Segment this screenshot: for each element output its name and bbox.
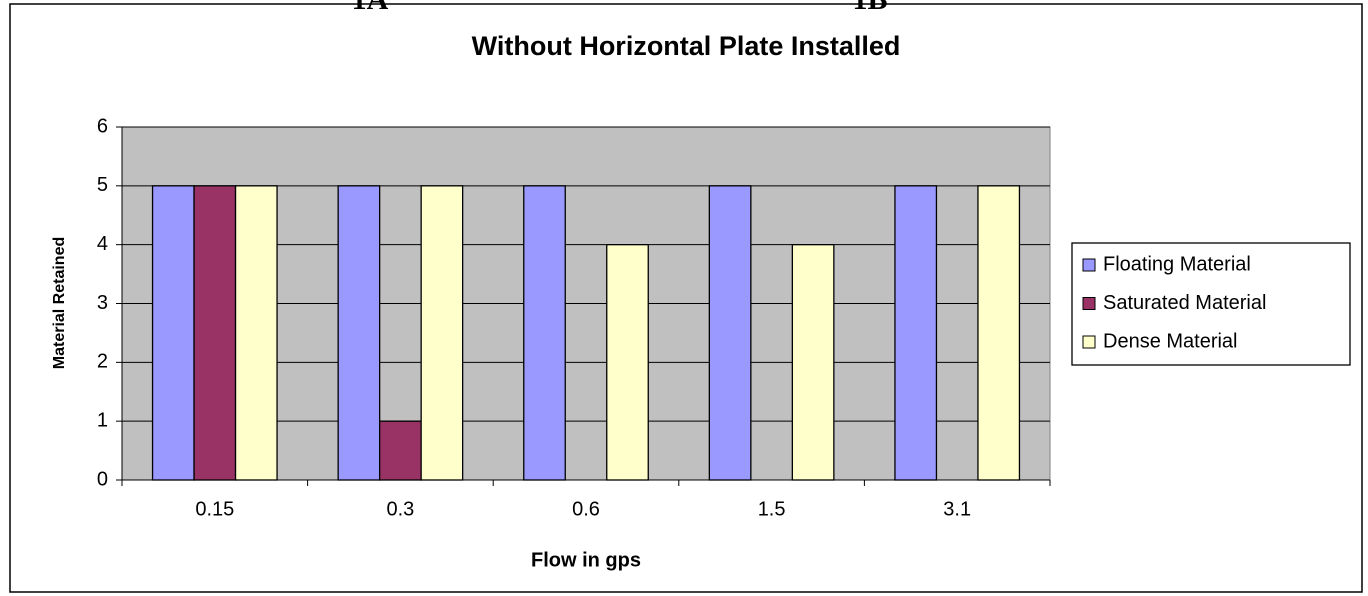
bar <box>420 185 464 481</box>
chart-title: Without Horizontal Plate Installed <box>472 31 901 61</box>
bar <box>606 244 649 481</box>
bar <box>523 185 566 481</box>
y-tick-label: 1 <box>97 409 108 431</box>
bar <box>234 185 278 481</box>
x-tick-label: 1.5 <box>758 498 786 520</box>
legend-label: Saturated Material <box>1103 292 1266 314</box>
bar <box>977 185 1021 481</box>
bar <box>378 420 422 481</box>
x-tick-label: 0.6 <box>572 498 600 520</box>
y-tick-label: 4 <box>97 233 108 255</box>
bar <box>337 185 381 481</box>
y-tick-label: 3 <box>97 292 108 314</box>
x-tick-label: 0.15 <box>195 498 234 520</box>
legend-label: Dense Material <box>1103 330 1238 352</box>
bar <box>151 185 195 481</box>
y-tick-label: 2 <box>97 351 108 373</box>
x-tick-label: 3.1 <box>943 498 971 520</box>
y-tick-label: 0 <box>97 468 108 490</box>
y-tick-label: 6 <box>97 115 108 137</box>
y-axis-label: Material Retained <box>51 237 68 369</box>
annotation: 1B <box>852 0 887 16</box>
y-tick-label: 5 <box>97 174 108 196</box>
bar <box>708 185 752 481</box>
legend-swatch <box>1082 258 1096 272</box>
legend-label: Floating Material <box>1103 253 1251 275</box>
bar <box>791 244 835 481</box>
legend-swatch <box>1082 297 1096 310</box>
x-axis-label: Flow in gps <box>531 549 641 571</box>
annotation: 1A <box>352 0 389 16</box>
x-tick-label: 0.3 <box>386 498 414 520</box>
legend-swatch <box>1082 335 1096 349</box>
bar <box>193 185 237 481</box>
legend-box <box>1071 242 1351 366</box>
bar <box>894 185 938 481</box>
